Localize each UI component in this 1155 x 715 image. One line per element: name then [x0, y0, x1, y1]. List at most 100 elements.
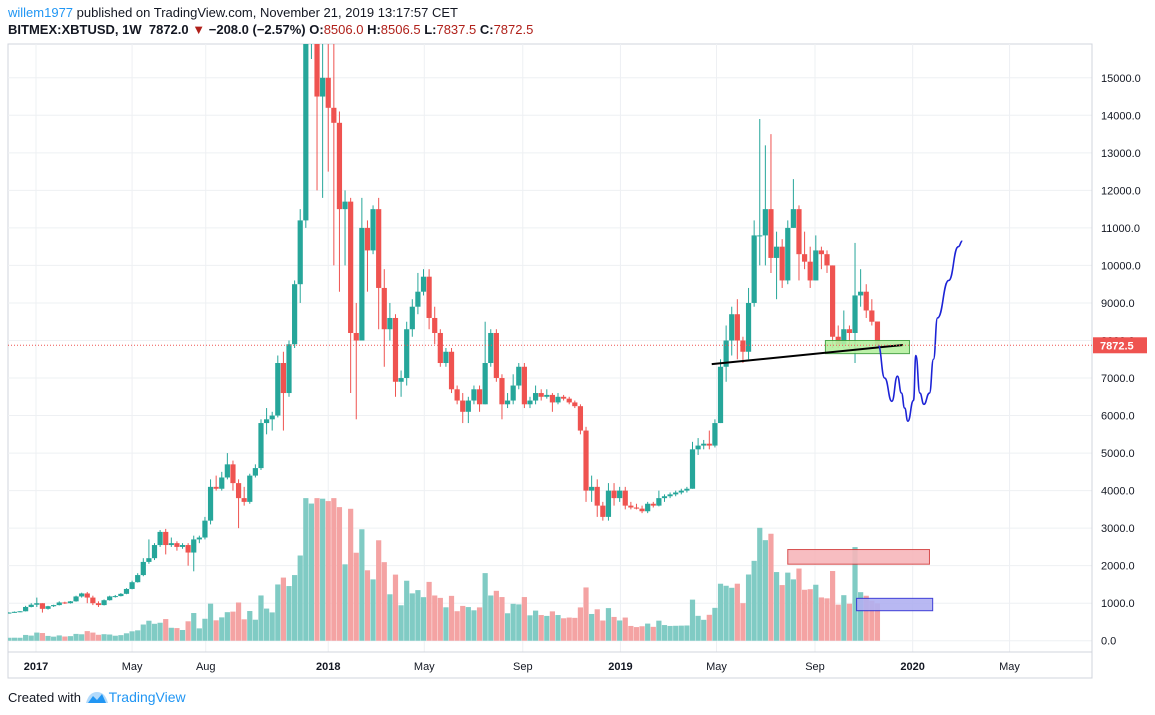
volume-bar [532, 610, 539, 641]
volume-bar [437, 597, 443, 641]
volume-bar [381, 562, 387, 641]
volume-bar [790, 579, 796, 641]
price-change: −208.0 (−2.57%) [208, 22, 306, 37]
volume-bar [717, 583, 724, 641]
volume-bar [695, 615, 701, 641]
x-tick-label: 2018 [316, 661, 340, 673]
volume-bar [723, 585, 729, 641]
volume-bar [499, 597, 505, 641]
candle-body [471, 389, 477, 401]
candle-body [56, 602, 62, 606]
volume-bar [163, 619, 169, 641]
candle-body [387, 317, 393, 330]
volume-bar [661, 625, 668, 641]
volume-bar [73, 633, 79, 641]
symbol-name[interactable]: BITMEX:XBTUSD, 1W [8, 22, 142, 37]
candle-body [381, 287, 387, 330]
publish-info: willem1977 published on TradingView.com,… [8, 5, 458, 20]
last-price: 7872.0 [148, 22, 189, 37]
volume-bar [140, 624, 146, 641]
volume-bar [387, 594, 393, 641]
candle-body [230, 464, 236, 484]
candle-body [678, 490, 684, 493]
volume-bar [45, 635, 51, 641]
volume-bar [555, 615, 561, 641]
y-tick-label: 15000.0 [1101, 73, 1141, 85]
candle-body [79, 593, 85, 597]
volume-bar [118, 635, 124, 641]
y-tick-label: 5000.0 [1101, 448, 1135, 460]
volume-bar [303, 498, 309, 641]
candle-body [628, 505, 634, 508]
candle-body [869, 310, 875, 322]
candle-body [135, 575, 141, 583]
volume-bar [280, 577, 287, 641]
volume-bar [101, 634, 107, 641]
candle-body [729, 314, 735, 341]
candle-body [751, 235, 757, 303]
candle-body [62, 602, 68, 604]
candle-body [163, 531, 169, 546]
volume-bar [56, 635, 62, 641]
down-triangle-icon: ▼ [192, 22, 206, 37]
volume-bar [622, 617, 628, 641]
tradingview-brand[interactable]: TradingView [108, 689, 186, 705]
volume-bar [858, 592, 864, 641]
candle-body [404, 329, 410, 379]
volume-bar [123, 633, 130, 641]
candle-body [757, 235, 763, 237]
volume-bar [185, 621, 191, 641]
volume-bar [39, 633, 46, 641]
candle-body [454, 389, 460, 401]
last-price-badge-label: 7872.5 [1100, 340, 1134, 352]
candle-body [437, 332, 443, 364]
candle-body [538, 393, 544, 397]
candle-body [633, 507, 640, 509]
candle-body [773, 246, 780, 258]
volume-bar [426, 581, 432, 641]
candle-body [723, 340, 729, 367]
candle-body [768, 209, 774, 258]
candle-body [269, 415, 275, 420]
volume-bar [566, 617, 572, 641]
candle-body [224, 464, 230, 478]
candle-body [151, 545, 158, 559]
volume-bar [174, 628, 180, 641]
candle-body [303, 44, 309, 221]
candle-body [790, 209, 796, 228]
x-tick-label: May [414, 661, 435, 673]
author-name[interactable]: willem1977 [8, 5, 74, 20]
candle-body [34, 603, 40, 605]
volume-bar [146, 620, 152, 641]
candle-body [583, 430, 589, 491]
volume-bar [51, 636, 57, 641]
candle-body [292, 284, 298, 345]
candle-body [745, 302, 752, 352]
volume-bar [751, 560, 757, 641]
publish-text: published on TradingView.com, November 2… [73, 5, 458, 20]
volume-bar [84, 631, 90, 641]
volume-bar [516, 604, 522, 641]
candle-body [191, 539, 197, 553]
candle-body [364, 227, 371, 251]
candle-body [521, 366, 527, 405]
candle-body [561, 396, 567, 399]
candle-body [532, 393, 539, 401]
candle-body [695, 445, 701, 450]
volume-bar [869, 600, 875, 641]
volume-bar [207, 603, 214, 641]
volume-bar [835, 604, 841, 641]
volume-bar [432, 595, 438, 641]
volume-bar [460, 605, 466, 641]
volume-bar [656, 620, 662, 641]
candle-body [263, 419, 270, 424]
candle-body [67, 601, 74, 604]
volume-bar [376, 540, 382, 641]
candle-body [785, 227, 791, 281]
volume-bar [589, 613, 595, 641]
volume-bar [729, 587, 735, 641]
plot-area [8, 44, 1092, 641]
candle-body [504, 400, 511, 405]
volume-bar [325, 501, 331, 641]
